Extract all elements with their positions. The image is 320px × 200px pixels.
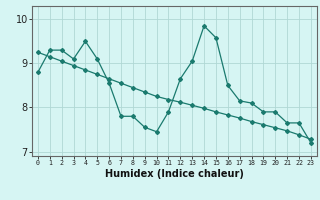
X-axis label: Humidex (Indice chaleur): Humidex (Indice chaleur) — [105, 169, 244, 179]
